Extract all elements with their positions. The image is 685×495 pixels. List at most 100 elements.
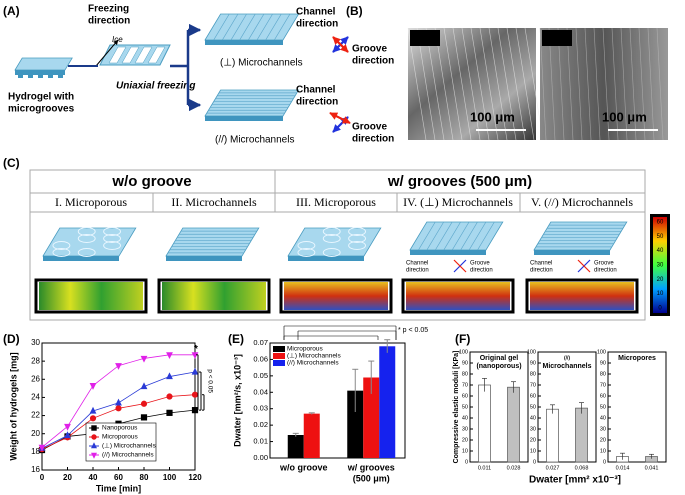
column-header: IV. (⊥) Microchannels — [403, 195, 513, 209]
sem-texture — [593, 27, 601, 141]
y-tick-label: 0 — [603, 459, 606, 465]
perp-block-channel — [239, 13, 256, 41]
sem-texture — [548, 27, 556, 141]
y-tick-label: 100 — [597, 349, 606, 355]
gel-render-pore — [103, 227, 122, 236]
dir-arrow — [577, 259, 591, 273]
y-tick-label: 50 — [530, 404, 536, 410]
y-tick-label: 0.02 — [253, 420, 268, 429]
y-tick-label: 20 — [530, 437, 536, 443]
annotation: * p < 0.05 — [398, 327, 428, 334]
sem-label: B-1 — [413, 30, 433, 44]
channel-label: Channel — [406, 261, 428, 267]
marker — [140, 400, 148, 407]
table-frame — [29, 169, 646, 321]
sem-texture — [566, 27, 574, 141]
gel-render-pore — [322, 248, 341, 257]
y-tick-label: 18 — [31, 447, 40, 456]
marker — [64, 423, 71, 431]
hydrogel-label: Hydrogel with — [8, 92, 74, 103]
legend-bg — [86, 450, 156, 460]
panel-label: (D) — [3, 332, 20, 346]
flow-image-bg — [401, 278, 515, 314]
x-tick-label: 100 — [163, 473, 177, 482]
panel-title: (//) — [564, 355, 570, 361]
sem-texture — [575, 27, 583, 141]
y-tick-label: 40 — [600, 415, 606, 421]
y-tick-label: 60 — [600, 393, 606, 399]
gel-render-channel — [477, 221, 495, 251]
groove — [38, 75, 43, 78]
groove-label: direction — [352, 56, 394, 67]
marker — [166, 372, 173, 380]
flow-image-bg — [34, 278, 148, 314]
x-tick-label: 0.041 — [645, 465, 659, 471]
y-tick-label: 60 — [530, 393, 536, 399]
dir-arrow — [332, 36, 349, 53]
bar — [575, 407, 588, 463]
y-tick-label: 100 — [459, 349, 468, 355]
marker — [115, 363, 122, 370]
panel-label: (A) — [3, 4, 20, 18]
x-tick-label: 120 — [188, 473, 202, 482]
y-tick-label: 26 — [31, 374, 40, 383]
hydrogel-block-side — [15, 70, 65, 75]
gel-render-channel — [443, 221, 461, 251]
marker — [166, 352, 173, 360]
flow-image-bg — [279, 278, 393, 314]
legend-bg — [86, 441, 156, 451]
sem-texture — [452, 27, 472, 141]
hydrogel-label: microgrooves — [8, 104, 75, 115]
sem-texture — [506, 27, 526, 141]
colorbar-tick-label: 20 — [657, 277, 664, 283]
y-tick-label: 0.04 — [253, 387, 268, 396]
y-tick-label: 30 — [462, 426, 468, 432]
marker — [64, 431, 71, 439]
column-header: V. (//) Microchannels — [531, 195, 633, 209]
gel-render-side — [288, 256, 364, 261]
gel-render-side — [166, 256, 242, 261]
perp-block-channel — [248, 13, 265, 41]
column-header: II. Microchannels — [171, 195, 257, 209]
y-tick-label: 90 — [530, 360, 536, 366]
x-tick-label: 0.014 — [616, 465, 630, 471]
gel-render-pore — [103, 234, 122, 243]
colorbar-tick-label: 10 — [657, 291, 664, 297]
channel-label: Channel — [296, 85, 336, 96]
sem-texture — [638, 27, 646, 141]
perp-block-side — [205, 40, 283, 45]
gel-render-pore — [52, 248, 71, 257]
y-tick-label: 10 — [600, 448, 606, 454]
gel-render-pore — [322, 234, 341, 243]
y-tick-label: 28 — [31, 356, 40, 365]
perp-block-channel — [213, 13, 230, 41]
legend-swatch — [273, 346, 285, 352]
legend-swatch — [273, 353, 285, 359]
gel-render — [409, 221, 504, 251]
gel-render-pore — [322, 227, 341, 236]
para-block-side — [205, 116, 283, 121]
gel-render-pore — [348, 227, 367, 236]
perp-block-channel — [274, 13, 291, 41]
perp-block-channel — [222, 13, 239, 41]
sem-texture — [629, 27, 637, 141]
y-tick-label: 90 — [600, 360, 606, 366]
plot-frame — [607, 351, 667, 463]
y-tick-label: 0.01 — [253, 437, 268, 446]
gel-render-pore — [52, 241, 71, 250]
groove-label: Groove — [352, 44, 387, 55]
y-tick-label: 90 — [462, 360, 468, 366]
gel-render-channel — [418, 221, 436, 251]
groove-label: direction — [470, 268, 493, 274]
freezing-label: direction — [88, 16, 130, 27]
legend-label: (⊥) Microchannels — [102, 443, 156, 450]
y-tick-label: 50 — [462, 404, 468, 410]
x-tick-label: 0 — [40, 473, 45, 482]
column-header: III. Microporous — [296, 195, 376, 209]
y-tick-label: 50 — [600, 404, 606, 410]
marker — [115, 398, 122, 406]
gel-render-channel — [451, 221, 470, 251]
annotation: * — [194, 344, 198, 355]
groove — [58, 75, 63, 78]
x-tick-label: (500 μm) — [353, 473, 390, 483]
